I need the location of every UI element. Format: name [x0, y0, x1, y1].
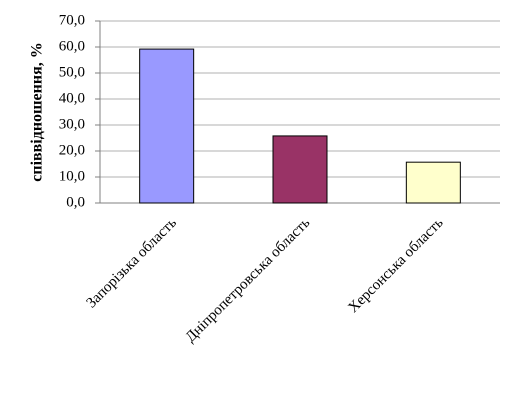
x-tick-label: Запорізька область — [84, 215, 181, 312]
y-tick-label: 0,0 — [66, 194, 85, 210]
y-tick-label: 40,0 — [59, 90, 85, 106]
y-tick-label: 10,0 — [59, 168, 85, 184]
bar — [272, 135, 328, 204]
x-tick-label: Херсонська область — [345, 215, 446, 316]
x-tick-label: Дніпропетровська область — [183, 215, 314, 346]
y-tick-label: 30,0 — [59, 116, 85, 132]
y-tick-label: 60,0 — [59, 38, 85, 54]
y-axis-label: співвідношення, % — [29, 42, 46, 182]
y-tick-label: 50,0 — [59, 64, 85, 80]
bar — [405, 161, 461, 204]
y-tick-label: 70,0 — [59, 12, 85, 28]
bar — [139, 48, 195, 204]
y-tick-label: 20,0 — [59, 142, 85, 158]
